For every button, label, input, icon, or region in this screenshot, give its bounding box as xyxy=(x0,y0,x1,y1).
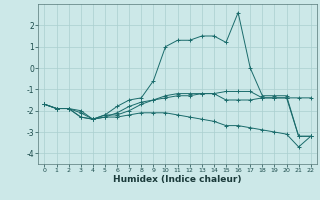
X-axis label: Humidex (Indice chaleur): Humidex (Indice chaleur) xyxy=(113,175,242,184)
